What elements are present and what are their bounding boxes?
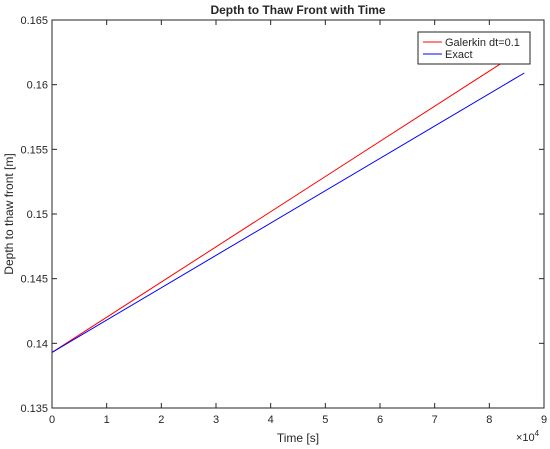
x-tick-label: 0 xyxy=(49,414,55,426)
chart-title: Depth to Thaw Front with Time xyxy=(210,3,385,17)
y-tick-label: 0.155 xyxy=(20,144,48,156)
legend-label: Exact xyxy=(445,49,473,61)
x-tick-label: 8 xyxy=(486,414,492,426)
x-tick-label: 9 xyxy=(541,414,547,426)
legend-box xyxy=(417,31,531,65)
y-axis-label: Depth to thaw front [m] xyxy=(2,153,16,274)
x-tick-label: 1 xyxy=(104,414,110,426)
y-tick-label: 0.15 xyxy=(27,209,48,221)
x-tick-label: 4 xyxy=(268,414,274,426)
x-tick-label: 2 xyxy=(158,414,164,426)
x-axis-label: Time [s] xyxy=(277,431,319,445)
y-tick-label: 0.165 xyxy=(20,15,48,27)
x-tick-label: 7 xyxy=(432,414,438,426)
plot-area xyxy=(51,19,545,409)
y-tick-label: 0.16 xyxy=(27,80,48,92)
x-tick-label: 3 xyxy=(213,414,219,426)
series-line-exact xyxy=(51,72,525,353)
y-tick-label: 0.145 xyxy=(20,274,48,286)
y-tick-label: 0.14 xyxy=(27,338,48,350)
x-tick-label: 5 xyxy=(322,414,328,426)
x-exponent-label: ×104 xyxy=(516,429,540,444)
x-tick-label: 6 xyxy=(377,414,383,426)
legend-label: Galerkin dt=0.1 xyxy=(445,37,520,49)
series-line-galerkin xyxy=(51,48,525,353)
y-tick-label: 0.135 xyxy=(20,403,48,415)
